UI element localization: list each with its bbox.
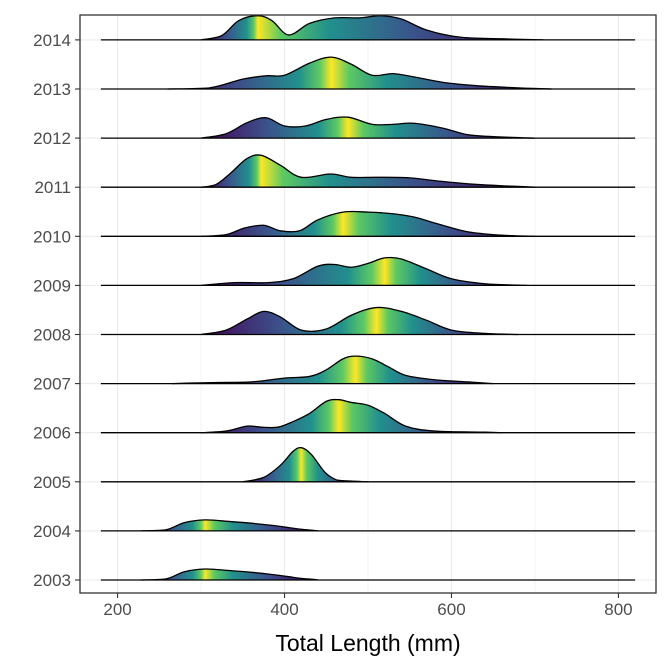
ridge-fill-2005 (242, 447, 368, 482)
ridge-fill-2006 (201, 399, 502, 433)
y-tick-label-2010: 2010 (33, 227, 71, 246)
ridge-outline-2010 (201, 210, 535, 237)
y-tick-label-2011: 2011 (34, 178, 71, 197)
ridge-fill-2012 (201, 116, 535, 139)
ridge-outline-2008 (200, 306, 519, 336)
x-tick-label: 200 (103, 600, 131, 619)
panel-border (79, 14, 657, 594)
ridge-fill-2013 (167, 57, 552, 89)
y-tick-label-2014: 2014 (33, 31, 71, 50)
y-tick-label-2012: 2012 (33, 129, 71, 148)
ridge-layer (100, 15, 636, 581)
ridge-outline-2003 (140, 568, 319, 581)
ridge-outline-2014 (200, 15, 544, 41)
ridge-outline-2006 (201, 398, 502, 434)
ridge-outline-2012 (200, 116, 535, 139)
ridge-outline-2009 (200, 256, 527, 287)
ridge-fill-2009 (201, 257, 527, 286)
ridge-outline-2004 (140, 519, 319, 532)
x-axis-title: Total Length (mm) (275, 630, 460, 656)
ridge-fill-2014 (201, 15, 544, 40)
ridge-fill-2011 (201, 154, 535, 188)
y-tick-label-2006: 2006 (33, 424, 71, 443)
ridge-fill-2008 (201, 307, 519, 335)
y-tick-label-2003: 2003 (33, 571, 71, 590)
ridge-outline-2005 (242, 446, 369, 483)
y-tick-label-2013: 2013 (33, 80, 71, 99)
ridge-outline-2011 (200, 154, 535, 188)
ridge-fill-2007 (171, 356, 494, 384)
ridge-fill-2010 (201, 211, 535, 237)
x-tick-label: 600 (437, 600, 465, 619)
ridge-outline-2007 (171, 355, 494, 385)
x-tick-label: 400 (270, 600, 298, 619)
y-tick-label-2004: 2004 (33, 522, 71, 541)
axis-layer: 200 400 600 800 2003 2004 2005 2006 2007 2008 2009… (33, 31, 632, 619)
x-tick-label: 800 (604, 600, 632, 619)
y-tick-label-2009: 2009 (33, 276, 71, 295)
y-tick-label-2007: 2007 (33, 375, 71, 394)
y-tick-label-2008: 2008 (33, 326, 71, 345)
y-tick-label-2005: 2005 (33, 473, 71, 492)
ridge-outline-2013 (167, 56, 552, 90)
